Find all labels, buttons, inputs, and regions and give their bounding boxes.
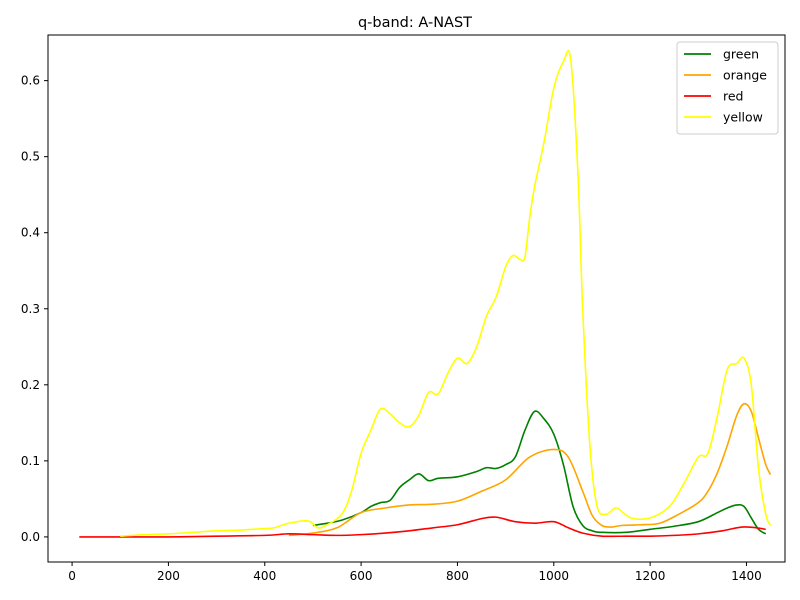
y-tick-label: 0.0	[21, 530, 40, 544]
y-tick-label: 0.2	[21, 378, 40, 392]
legend-label-red: red	[723, 89, 744, 104]
y-tick-label: 0.1	[21, 454, 40, 468]
x-tick-label: 1200	[635, 569, 666, 583]
legend-label-green: green	[723, 47, 759, 62]
y-tick-label: 0.4	[21, 226, 40, 240]
x-tick-label: 200	[157, 569, 180, 583]
series-line-green	[312, 410, 767, 535]
chart-title: q-band: A-NAST	[358, 15, 472, 31]
series-line-red	[79, 516, 766, 538]
series-line-yellow	[120, 49, 772, 537]
x-tick-label: 800	[446, 569, 469, 583]
legend: green orange red yellow	[676, 41, 779, 135]
legend-box	[676, 41, 779, 135]
y-tick-label: 0.6	[21, 74, 40, 88]
x-tick-label: 1000	[539, 569, 570, 583]
x-tick-label: 0	[68, 569, 76, 583]
x-tick-label: 1400	[731, 569, 762, 583]
x-tick-label: 600	[350, 569, 373, 583]
axes: 0 200 400 600 800 1000 1200 1400 0.0 0.1 0.2 0.3 0.4…	[21, 34, 786, 583]
y-tick-label: 0.5	[21, 150, 40, 164]
legend-label-yellow: yellow	[723, 110, 763, 125]
series-line-orange	[288, 402, 772, 537]
y-tick-label: 0.3	[21, 302, 40, 316]
axes-frame	[47, 34, 786, 563]
x-tick-label: 400	[253, 569, 276, 583]
plot-area	[79, 49, 772, 538]
legend-label-orange: orange	[723, 68, 767, 83]
